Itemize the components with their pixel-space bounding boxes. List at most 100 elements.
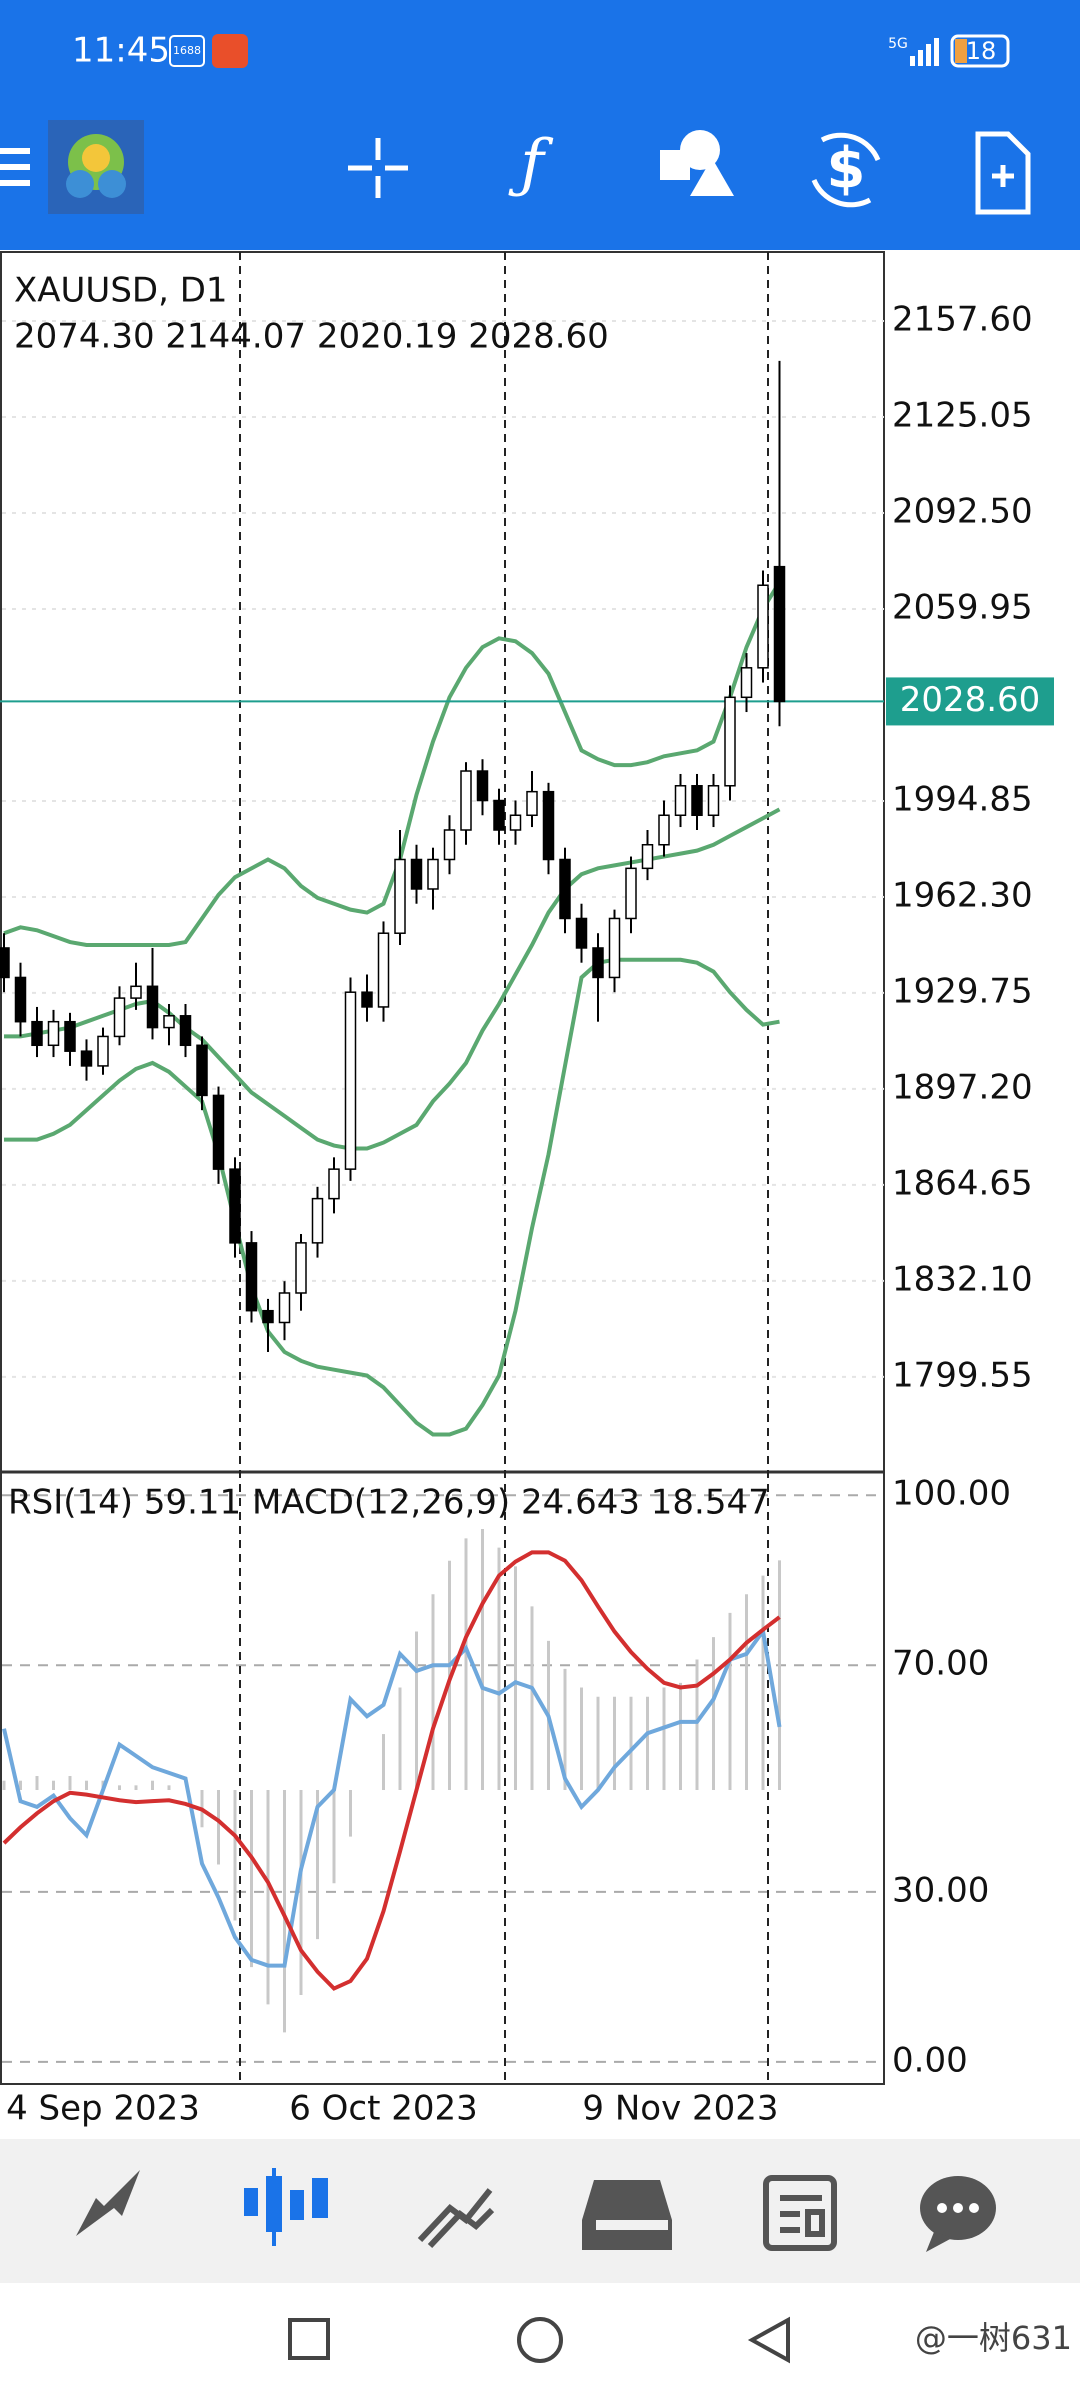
candle-body — [196, 1044, 208, 1097]
candle-body — [526, 790, 538, 817]
plot-frame — [0, 251, 885, 2085]
badge: 1688 — [173, 44, 201, 57]
recents-button[interactable] — [288, 2318, 330, 2360]
candle-body — [724, 696, 736, 787]
rsi-line — [2, 1626, 782, 1968]
app-icon — [212, 34, 248, 68]
messages-tab[interactable] — [920, 2176, 996, 2252]
network: 5G — [888, 36, 908, 52]
quotes-tab[interactable] — [76, 2170, 140, 2236]
candle-body — [97, 1035, 109, 1067]
trade-button[interactable]: $ — [811, 132, 881, 208]
y-tick-label: 100.00 — [892, 1474, 1011, 1514]
last-price-label: 2028.60 — [900, 680, 1041, 720]
back-button[interactable] — [747, 2316, 790, 2364]
candle-body — [344, 991, 357, 1170]
candle-body — [245, 1242, 258, 1312]
y-tick-label: 0.00 — [892, 2040, 968, 2080]
objects-button[interactable] — [660, 130, 734, 196]
news-tab[interactable] — [763, 2175, 837, 2251]
y-tick-label: 1864.65 — [892, 1163, 1033, 1203]
y-tick-label: 1897.20 — [892, 1067, 1033, 1107]
candle-body — [31, 1020, 43, 1047]
new-order-button[interactable] — [975, 131, 1031, 215]
last-price-box — [886, 677, 1054, 726]
candle-body — [394, 858, 406, 934]
battery-icon — [950, 34, 1010, 68]
candle-body — [674, 785, 687, 817]
signal-icon — [910, 38, 939, 66]
y-tick-label: 70.00 — [892, 1644, 989, 1684]
y-tick-label: 1994.85 — [892, 779, 1033, 819]
y-tick-label: 2157.60 — [892, 300, 1033, 340]
candle-body — [559, 858, 571, 920]
clock: 11:45 — [72, 31, 170, 71]
candle-body — [707, 785, 720, 817]
candle-body — [14, 976, 27, 1023]
candle-body — [278, 1292, 291, 1324]
candle-body — [262, 1309, 274, 1324]
y-tick-label: 2092.50 — [892, 491, 1033, 531]
x-tick-label: 9 Nov 2023 — [582, 2089, 778, 2129]
candle-body — [410, 858, 423, 890]
y-tick-label: 1832.10 — [892, 1259, 1033, 1299]
candle-body — [443, 829, 456, 861]
candle-body — [509, 814, 522, 831]
candle-body — [476, 770, 489, 802]
candle-body — [493, 799, 505, 831]
menu-button[interactable] — [0, 148, 30, 186]
battery: 18 — [966, 37, 997, 65]
bottom-nav — [0, 2139, 1080, 2283]
candle-body — [592, 947, 604, 979]
candle-body — [295, 1242, 307, 1294]
candle-body — [691, 785, 703, 817]
x-tick-label: 4 Sep 2023 — [6, 2089, 200, 2129]
watermark: @一树631 — [915, 2319, 1072, 2357]
candle-body — [47, 1020, 60, 1047]
indicator-label: RSI(14) 59.11 MACD(12,26,9) 24.643 18.54… — [8, 1483, 770, 1523]
candle-body — [542, 790, 555, 861]
account-button[interactable] — [48, 120, 144, 214]
candle-body — [625, 867, 637, 920]
candle-body — [0, 947, 10, 979]
candle-body — [179, 1015, 192, 1047]
bollinger-line — [4, 807, 781, 1151]
candle-body — [740, 667, 753, 699]
svg-text:$: $ — [827, 136, 866, 201]
battery-level — [955, 39, 967, 63]
y-tick-label: 30.00 — [892, 1870, 989, 1910]
y-tick-label: 1962.30 — [892, 875, 1033, 915]
y-tick-label: 2059.95 — [892, 587, 1033, 627]
home-button[interactable] — [517, 2317, 563, 2363]
y-tick-label: 1799.55 — [892, 1355, 1033, 1395]
candle-body — [163, 1015, 175, 1029]
candle-body — [328, 1168, 340, 1200]
period-separators — [239, 252, 769, 2084]
candle-body — [427, 858, 439, 890]
candle-body — [773, 565, 786, 703]
candle-body — [212, 1094, 225, 1170]
bollinger-line — [4, 957, 780, 1437]
ohlc-text: 2074.30 2144.07 2020.19 2028.60 — [14, 317, 609, 357]
chart-title: XAUUSD, D1 — [14, 271, 228, 311]
macd-signal-line — [2, 1550, 781, 1991]
crosshair-button[interactable] — [348, 138, 408, 198]
bollinger-line — [3, 581, 782, 948]
candle-body — [575, 917, 588, 949]
candle-body — [641, 843, 654, 870]
y-tick-label: 2125.05 — [892, 395, 1033, 435]
candle-body — [377, 932, 390, 1008]
candle-body — [608, 917, 621, 979]
chart-tab[interactable] — [244, 2168, 328, 2246]
candle-body — [130, 985, 142, 999]
candle-body — [113, 997, 126, 1038]
candle-body — [229, 1168, 241, 1244]
trade-tab[interactable] — [417, 2188, 495, 2249]
candle-body — [658, 814, 670, 846]
y-tick-label: 1929.75 — [892, 971, 1033, 1011]
candle-body — [361, 991, 373, 1008]
history-tab[interactable] — [582, 2180, 672, 2250]
candle-body — [146, 985, 159, 1029]
